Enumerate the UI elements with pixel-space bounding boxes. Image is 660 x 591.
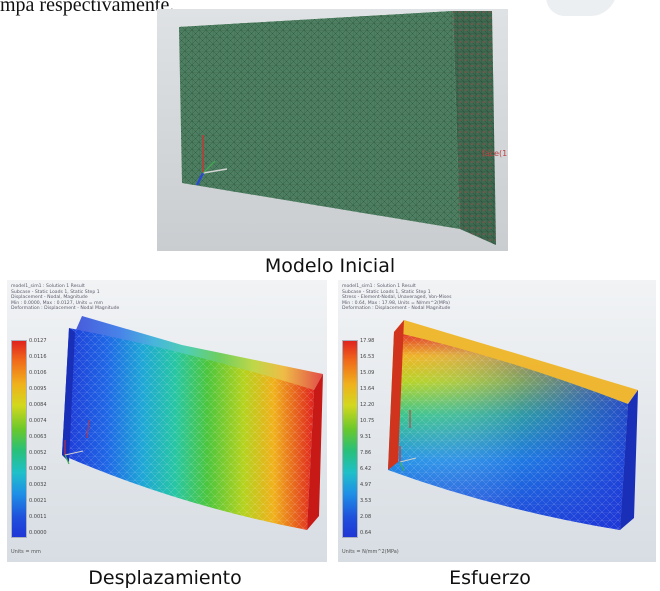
stress-left-face bbox=[388, 320, 404, 470]
hud-line: Min : 0.0000, Max : 0.0127, Units = mm bbox=[11, 300, 104, 306]
disp-top-face bbox=[75, 316, 323, 390]
corner-tab-decoration bbox=[543, 0, 617, 16]
legend-tick: 0.0000 bbox=[29, 530, 47, 536]
hud-line: Subcase - Static Loads 1, Static Step 1 bbox=[11, 289, 100, 295]
hud-line: model1_sim1 : Solution 1 Result bbox=[342, 284, 416, 289]
legend-tick: 0.0106 bbox=[29, 370, 47, 376]
coordinate-triad-icon bbox=[195, 135, 228, 186]
face-label: face(1) bbox=[482, 149, 508, 158]
stress-top-face bbox=[394, 320, 638, 404]
units-label: Units = N/mm^2(MPa) bbox=[342, 549, 399, 555]
hud-line: Min : 0.64, Max : 17.98, Units = N/mm^2(… bbox=[342, 300, 450, 306]
hud-line: Stress - Element-Nodal, Unaveraged, Von-… bbox=[342, 295, 452, 301]
legend-tick: 0.0074 bbox=[29, 418, 47, 424]
legend-tick: 0.0021 bbox=[29, 498, 47, 504]
legend-tick: 13.64 bbox=[360, 386, 375, 392]
stress-svg bbox=[388, 320, 638, 530]
legend-tick: 0.0084 bbox=[29, 402, 47, 408]
legend-tick: 0.0116 bbox=[29, 354, 47, 360]
legend-tick: 9.31 bbox=[360, 434, 372, 440]
legend-tick: 0.0011 bbox=[29, 514, 47, 520]
caption-initial-model: Modelo Inicial bbox=[264, 255, 396, 277]
legend-tick: 0.0052 bbox=[29, 450, 47, 456]
legend-tick: 15.09 bbox=[360, 370, 375, 376]
legend-tick: 12.20 bbox=[360, 402, 375, 408]
legend-tick: 0.0063 bbox=[29, 434, 47, 440]
legend-tick: 0.0042 bbox=[29, 466, 47, 472]
hud-line: Deformation : Displacement - Nodal Magni… bbox=[342, 306, 451, 312]
units-label: Units = mm bbox=[11, 549, 41, 555]
legend-tick: 4.97 bbox=[360, 482, 372, 488]
initial-model-svg bbox=[179, 11, 496, 245]
disp-right-face bbox=[307, 374, 323, 530]
hud-line: model1_sim1 : Solution 1 Result bbox=[11, 284, 85, 289]
legend-tick: 0.0095 bbox=[29, 386, 47, 392]
hud-line: Subcase - Static Loads 1, Static Step 1 bbox=[342, 289, 431, 295]
legend-tick: 3.53 bbox=[360, 498, 372, 504]
figure-stress: model1_sim1 : Solution 1 Result Subcase … bbox=[338, 280, 656, 562]
figure-displacement: model1_sim1 : Solution 1 Result Subcase … bbox=[7, 280, 327, 562]
stress-right-face bbox=[620, 390, 638, 530]
legend-tick: 0.64 bbox=[360, 530, 372, 536]
stress-hud: model1_sim1 : Solution 1 Result Subcase … bbox=[342, 284, 451, 312]
legend-tick: 17.98 bbox=[360, 338, 375, 344]
caption-displacement: Desplazamiento bbox=[88, 567, 242, 589]
figure-initial-model: face(1) bbox=[157, 9, 508, 251]
partial-header-text: mpa respectivamente. bbox=[0, 0, 175, 16]
hud-line: Displacement - Nodal, Magnitude bbox=[11, 295, 88, 301]
coordinate-triad-icon bbox=[64, 419, 90, 465]
caption-stress: Esfuerzo bbox=[449, 567, 531, 589]
hud-line: Deformation : Displacement - Nodal Magni… bbox=[11, 306, 120, 312]
legend-tick: 7.86 bbox=[360, 450, 372, 456]
displacement-hud: model1_sim1 : Solution 1 Result Subcase … bbox=[11, 284, 119, 312]
displacement-color-legend bbox=[11, 340, 27, 538]
legend-tick: 2.08 bbox=[360, 514, 372, 520]
coordinate-triad-icon bbox=[399, 410, 417, 472]
stress-color-legend bbox=[342, 340, 358, 538]
legend-tick: 0.0032 bbox=[29, 482, 47, 488]
legend-tick: 6.42 bbox=[360, 466, 372, 472]
displacement-svg bbox=[62, 316, 323, 530]
legend-tick: 10.75 bbox=[360, 418, 375, 424]
legend-tick: 16.53 bbox=[360, 354, 375, 360]
legend-tick: 0.0127 bbox=[29, 338, 47, 344]
disp-left-face bbox=[62, 328, 75, 462]
